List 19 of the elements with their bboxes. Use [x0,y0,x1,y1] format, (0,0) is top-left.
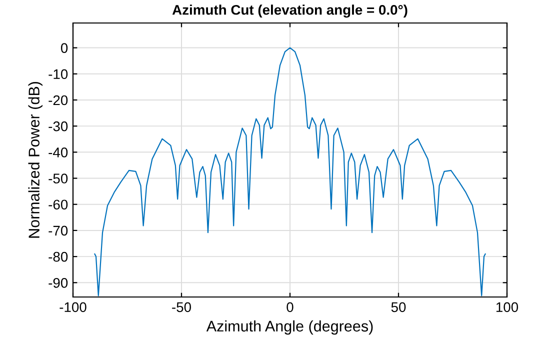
y-tick-label: 0 [60,43,68,53]
line-series [94,47,486,296]
y-axis-title: Normalized Power (dB) [28,82,43,238]
y-tick-label: -50 [48,174,68,184]
x-tick-label: 50 [391,302,406,312]
y-tick-label: -70 [48,226,68,236]
y-tick-label: -90 [48,278,68,288]
x-tick-label: 100 [496,302,518,312]
y-tick-label: -20 [48,95,68,106]
y-tick-label: -30 [48,121,68,132]
y-tick-label: -80 [48,252,68,262]
chart-title: Azimuth Cut (elevation angle = 0.0°) [172,4,408,18]
x-tick-label: 0 [286,302,294,312]
x-tick-label: -100 [60,302,86,312]
x-tick-label: -50 [172,302,191,312]
x-axis-title: Azimuth Angle (degrees) [206,320,373,335]
y-tick-label: -60 [48,200,68,210]
y-tick-label: -10 [48,69,68,80]
y-tick-label: -40 [48,148,68,158]
